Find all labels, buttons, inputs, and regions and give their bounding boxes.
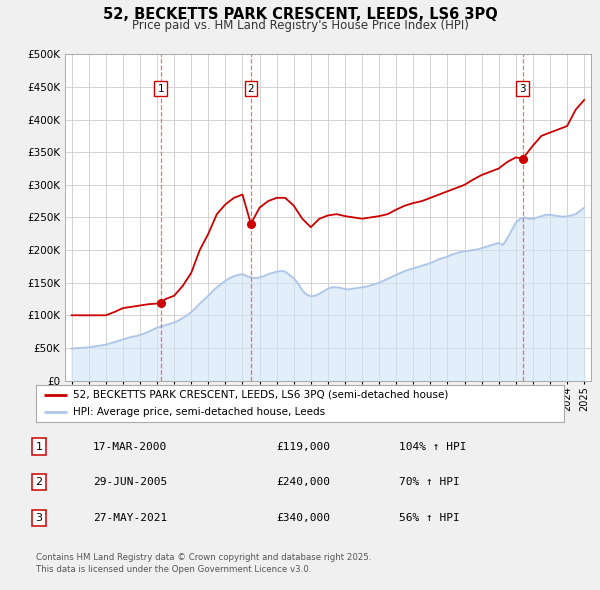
- Text: 2: 2: [35, 477, 43, 487]
- Text: £119,000: £119,000: [276, 442, 330, 451]
- Text: 56% ↑ HPI: 56% ↑ HPI: [399, 513, 460, 523]
- Text: £240,000: £240,000: [276, 477, 330, 487]
- Text: 27-MAY-2021: 27-MAY-2021: [93, 513, 167, 523]
- Text: £340,000: £340,000: [276, 513, 330, 523]
- Text: 52, BECKETTS PARK CRESCENT, LEEDS, LS6 3PQ: 52, BECKETTS PARK CRESCENT, LEEDS, LS6 3…: [103, 7, 497, 22]
- Text: 3: 3: [35, 513, 43, 523]
- Text: Contains HM Land Registry data © Crown copyright and database right 2025.
This d: Contains HM Land Registry data © Crown c…: [36, 553, 371, 574]
- Text: 104% ↑ HPI: 104% ↑ HPI: [399, 442, 467, 451]
- Text: 1: 1: [157, 84, 164, 94]
- Text: 1: 1: [35, 442, 43, 451]
- Text: 3: 3: [520, 84, 526, 94]
- Text: 29-JUN-2005: 29-JUN-2005: [93, 477, 167, 487]
- Text: 2: 2: [248, 84, 254, 94]
- Text: Price paid vs. HM Land Registry's House Price Index (HPI): Price paid vs. HM Land Registry's House …: [131, 19, 469, 32]
- Text: HPI: Average price, semi-detached house, Leeds: HPI: Average price, semi-detached house,…: [73, 407, 325, 417]
- Text: 17-MAR-2000: 17-MAR-2000: [93, 442, 167, 451]
- Text: 52, BECKETTS PARK CRESCENT, LEEDS, LS6 3PQ (semi-detached house): 52, BECKETTS PARK CRESCENT, LEEDS, LS6 3…: [73, 390, 448, 399]
- Text: 70% ↑ HPI: 70% ↑ HPI: [399, 477, 460, 487]
